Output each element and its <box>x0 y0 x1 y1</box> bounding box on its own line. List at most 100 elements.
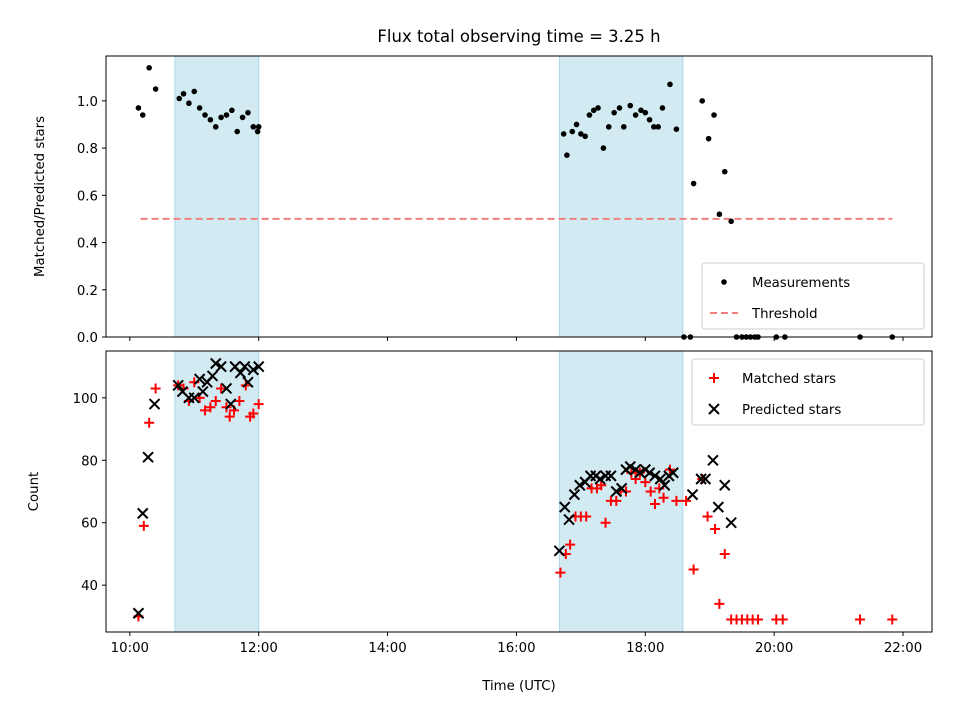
y-axis-label: Matched/Predicted stars <box>33 116 48 277</box>
predicted-star-point <box>234 367 247 379</box>
measurement-point <box>611 109 617 116</box>
matched-star-point <box>855 614 866 625</box>
legend: Matched stars Predicted stars <box>691 358 925 426</box>
matched-star-point <box>658 492 669 503</box>
predicted-star-point <box>707 454 719 466</box>
measurement-point <box>721 168 728 175</box>
top-panel-ratio: 0.0 0.2 0.4 0.6 0.8 1.0 Matched/Predicted star… <box>33 55 933 346</box>
matched-star-point <box>224 411 235 422</box>
shaded-interval-1 <box>174 350 260 633</box>
measurement-point <box>569 128 576 135</box>
measurement-point <box>223 112 230 118</box>
legend-marker-predicted <box>708 403 720 415</box>
matched-star-point <box>714 598 725 609</box>
matched-star-point <box>611 495 622 506</box>
bottom-panel-counts: 40 60 80 100 10:00 12:00 14:00 16:00 18:00 20:00 2… <box>27 350 933 656</box>
plot-frame <box>105 55 933 338</box>
predicted-star-point <box>695 473 707 485</box>
predicted-star-point <box>563 513 575 526</box>
measurement-point <box>659 105 666 111</box>
y-tick-label: 0.6 <box>77 189 98 204</box>
legend-box <box>691 358 925 426</box>
predicted-star-point <box>215 360 227 373</box>
measurement-point <box>207 116 214 123</box>
predicted-star-point <box>594 473 606 485</box>
measurement-point <box>218 114 224 121</box>
matched-star-point <box>253 399 264 410</box>
y-tick-label: 1.0 <box>77 95 98 110</box>
predicted-star-point <box>615 482 628 495</box>
measurement-point <box>586 112 593 118</box>
measurement-point <box>632 112 639 118</box>
matched-star-point <box>681 495 692 506</box>
matched-star-point <box>671 495 682 506</box>
series-layer <box>135 65 896 340</box>
matched-star-point <box>565 539 576 550</box>
measurement-point <box>255 124 262 130</box>
matched-star-point <box>581 511 592 522</box>
measurement-point <box>711 112 717 118</box>
matched-star-point <box>887 614 898 625</box>
matched-star-point <box>210 395 221 406</box>
x-tick-label: 12:00 <box>240 641 278 656</box>
matched-star-point <box>719 548 730 559</box>
predicted-star-point <box>574 479 586 491</box>
y-tick-label: 0.0 <box>77 331 98 346</box>
measurement-point <box>627 102 634 109</box>
predicted-star-point <box>654 473 667 485</box>
y-axis-label: Count <box>27 472 42 512</box>
x-tick-label: 18:00 <box>626 641 664 656</box>
legend-label: Measurements <box>752 276 850 291</box>
measurement-point <box>135 105 142 111</box>
y-tick-label: 80 <box>81 454 98 469</box>
measurement-point <box>239 114 246 121</box>
matched-star-point <box>640 477 651 488</box>
plot-frame <box>105 350 933 633</box>
predicted-star-point <box>206 370 219 382</box>
legend-box <box>701 262 925 330</box>
predicted-star-point <box>643 467 656 479</box>
measurement-point <box>646 116 653 123</box>
measurement-point <box>180 90 187 97</box>
measurement-point <box>254 128 261 135</box>
measurement-point <box>573 121 580 128</box>
matched-star-point <box>138 520 149 531</box>
legend-label: Matched stars <box>742 372 836 387</box>
predicted-star-point <box>725 517 737 529</box>
predicted-star-point <box>148 398 161 410</box>
y-tick-label: 60 <box>81 517 98 532</box>
matched-star-point <box>144 417 155 428</box>
measurement-point <box>176 95 183 102</box>
predicted-star-point <box>658 479 671 491</box>
predicted-star-point <box>137 507 149 520</box>
measurement-point <box>605 124 612 130</box>
measurement-point <box>202 112 208 118</box>
matched-star-point <box>649 498 660 509</box>
shaded-interval-1 <box>174 55 260 338</box>
predicted-star-point <box>699 473 712 485</box>
x-axis-label: Time (UTC) <box>481 679 556 694</box>
y-tick-label: 0.8 <box>77 142 98 157</box>
matched-star-point <box>216 383 227 394</box>
x-tick-label: 16:00 <box>497 641 535 656</box>
predicted-star-point <box>142 451 154 463</box>
legend-label: Threshold <box>751 307 818 322</box>
measurement-point <box>250 124 257 130</box>
figure-title: Flux total observing time = 3.25 h <box>377 27 660 46</box>
y-tick-label: 100 <box>73 392 98 407</box>
x-tick-label: 10:00 <box>111 641 149 656</box>
predicted-star-point <box>197 385 209 398</box>
predicted-star-point <box>132 607 145 619</box>
predicted-star-point <box>712 501 725 513</box>
shaded-interval-2 <box>558 55 684 338</box>
predicted-star-point <box>193 373 206 385</box>
predicted-star-point <box>719 479 731 491</box>
matched-star-point <box>596 480 607 491</box>
measurement-point <box>560 131 567 137</box>
matched-star-point <box>645 486 656 497</box>
predicted-star-point <box>220 382 233 395</box>
measurement-point <box>667 81 673 88</box>
predicted-star-point <box>210 357 222 370</box>
predicted-star-point <box>649 470 661 482</box>
